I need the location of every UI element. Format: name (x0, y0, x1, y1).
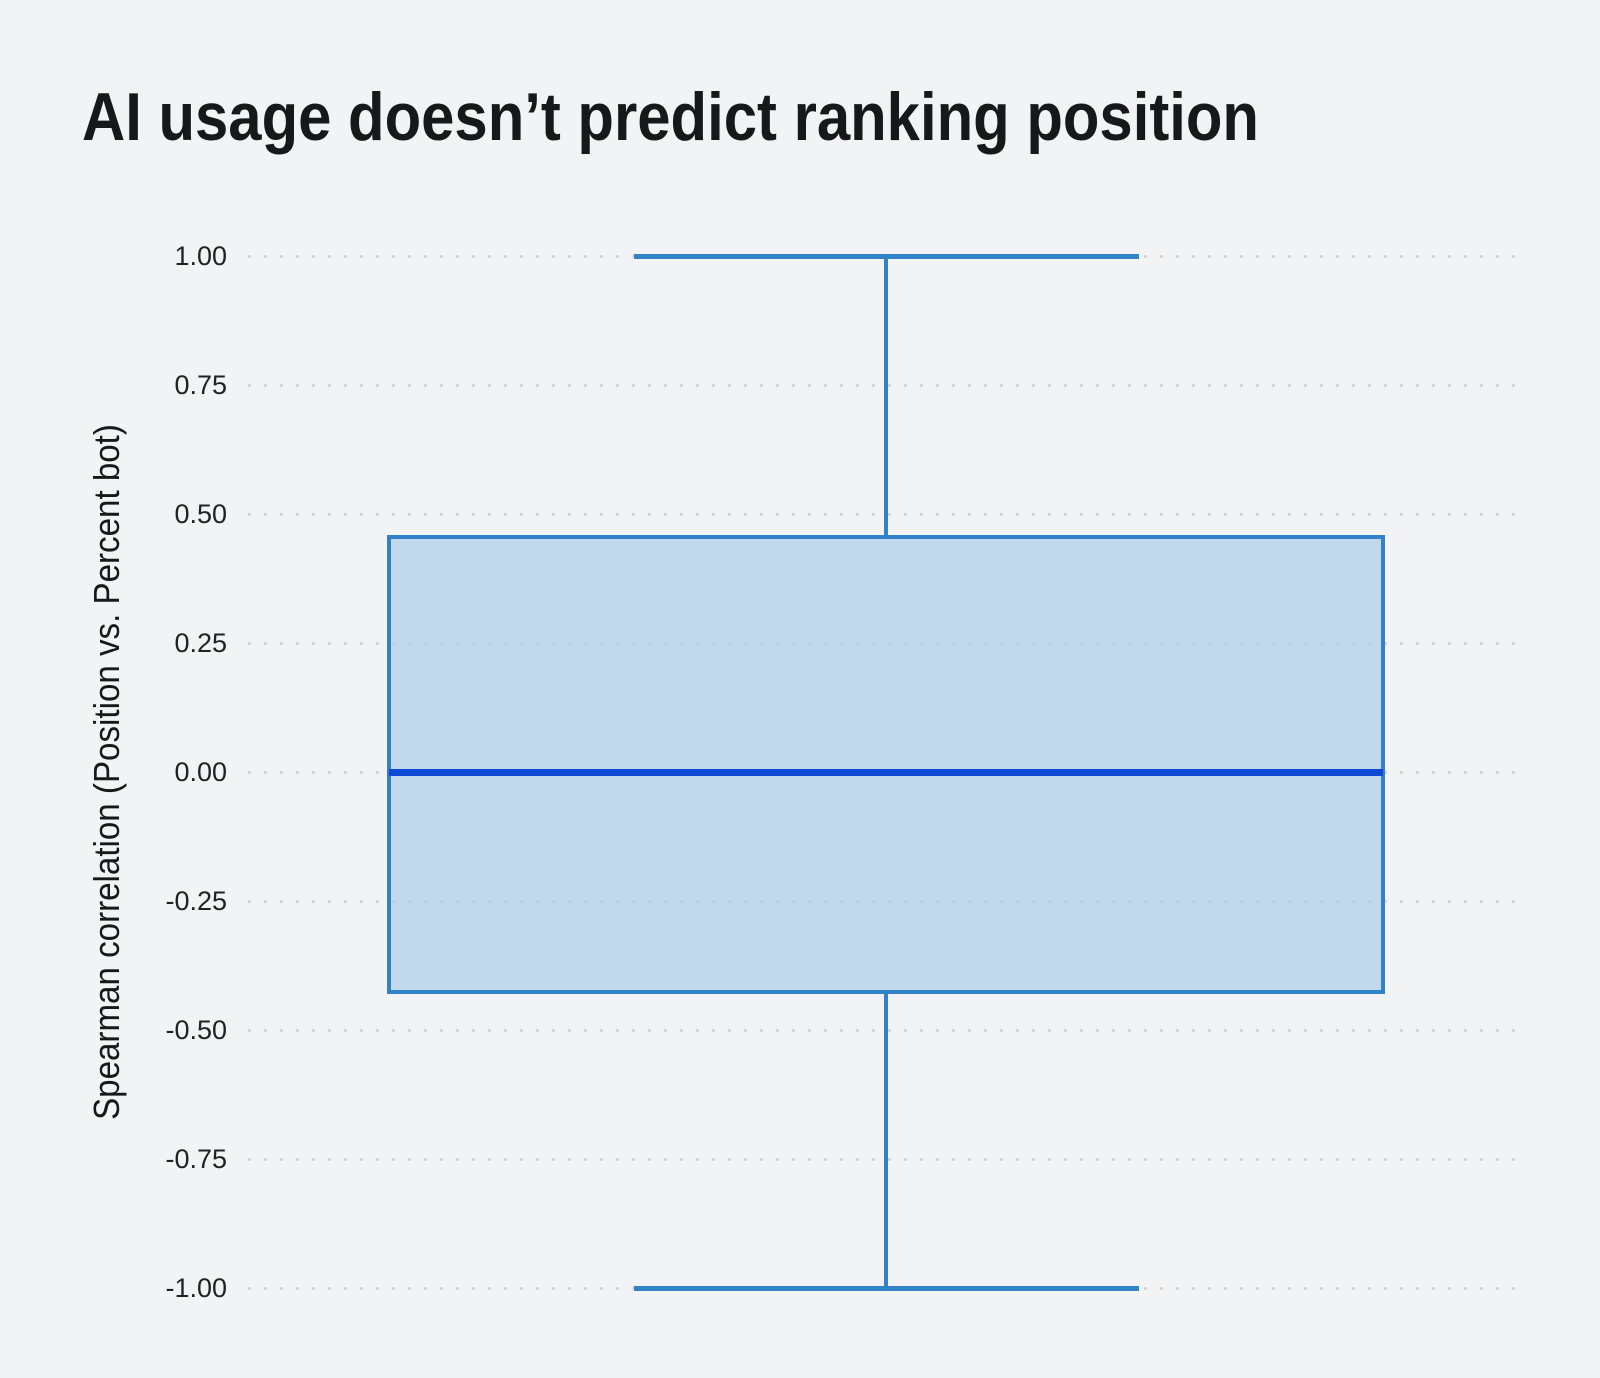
upper-whisker-line (883, 256, 889, 535)
y-tick-label: -0.50 (165, 1015, 227, 1045)
lower-whisker-cap (634, 1285, 1139, 1291)
iqr-box (387, 534, 1385, 994)
y-tick-label: 0.25 (174, 628, 227, 658)
y-tick-label: -1.00 (165, 1273, 227, 1303)
chart-title: AI usage doesn’t predict ranking positio… (82, 79, 1259, 155)
y-tick-label: 0.75 (174, 370, 227, 400)
y-tick-label: -0.75 (165, 1144, 227, 1174)
y-tick-label: 0.50 (174, 499, 227, 529)
y-tick-label: 0.00 (174, 757, 227, 787)
y-tick-label: 1.00 (174, 241, 227, 271)
upper-whisker-cap (634, 253, 1139, 259)
median-line (389, 768, 1383, 776)
lower-whisker-line (883, 993, 889, 1288)
y-tick-label: -0.25 (165, 886, 227, 916)
